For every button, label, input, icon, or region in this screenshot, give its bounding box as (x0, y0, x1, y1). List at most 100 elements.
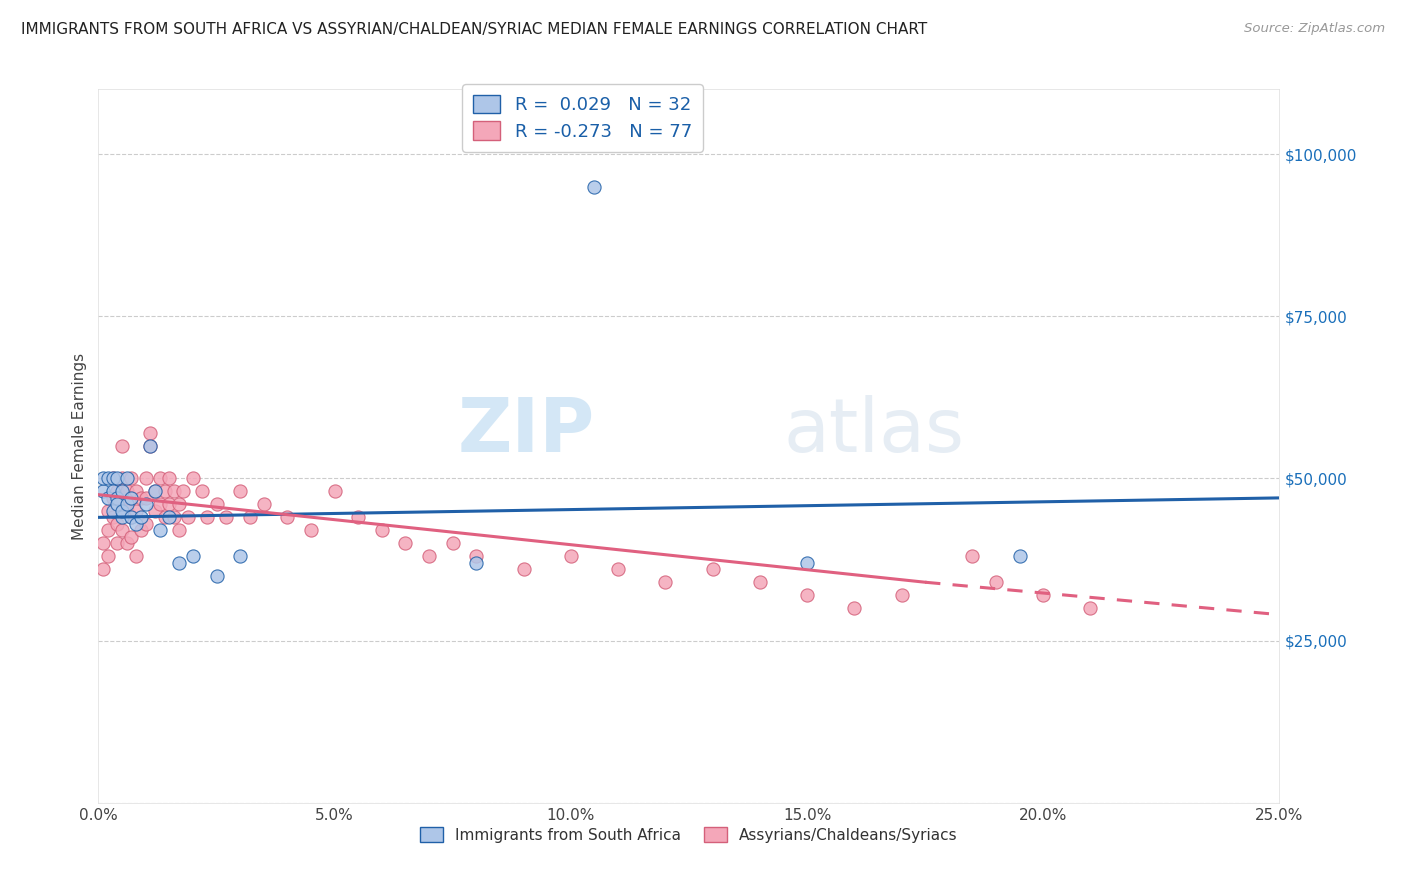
Point (111, 439, 134, 453)
Point (157, 497, 180, 511)
Point (129, 491, 152, 505)
Point (205, 497, 228, 511)
Point (371, 524, 394, 538)
Point (121, 471, 143, 485)
Point (153, 510, 176, 524)
Point (139, 439, 162, 453)
Point (143, 504, 166, 518)
Y-axis label: Median Female Earnings: Median Female Earnings (72, 352, 87, 540)
Point (1008, 549, 1031, 564)
Point (465, 549, 488, 564)
Point (962, 549, 984, 564)
Point (702, 562, 724, 576)
Point (97, 524, 120, 538)
Point (177, 510, 200, 524)
Point (195, 510, 218, 524)
Point (111, 510, 134, 524)
Point (105, 516, 128, 531)
Point (418, 549, 440, 564)
Point (101, 484, 124, 499)
Point (135, 491, 157, 505)
Point (347, 510, 370, 524)
Point (115, 536, 138, 550)
Point (121, 530, 143, 544)
Point (91, 471, 114, 485)
Point (101, 471, 124, 485)
Point (172, 484, 194, 499)
Point (139, 425, 162, 440)
Point (105, 536, 128, 550)
Point (205, 568, 228, 582)
Point (607, 562, 630, 576)
Point (157, 510, 180, 524)
Point (105, 497, 128, 511)
Point (323, 484, 346, 499)
Point (157, 471, 180, 485)
Point (125, 484, 148, 499)
Point (441, 536, 464, 550)
Point (167, 524, 190, 538)
Point (97, 491, 120, 505)
Point (105, 491, 128, 505)
Point (135, 497, 157, 511)
Point (135, 471, 157, 485)
Point (101, 491, 124, 505)
Point (91, 536, 114, 550)
Point (121, 510, 143, 524)
Point (181, 471, 204, 485)
Point (229, 484, 252, 499)
Point (101, 471, 124, 485)
Point (163, 510, 186, 524)
Point (465, 556, 488, 570)
Point (125, 516, 148, 531)
Point (97, 504, 120, 518)
Point (748, 575, 770, 590)
Point (105, 497, 128, 511)
Point (239, 510, 262, 524)
Point (394, 536, 416, 550)
Point (149, 497, 172, 511)
Point (121, 491, 143, 505)
Point (111, 484, 134, 499)
Point (91, 562, 114, 576)
Point (229, 549, 252, 564)
Point (984, 575, 1007, 590)
Point (143, 484, 166, 499)
Point (115, 497, 138, 511)
Point (111, 524, 134, 538)
Text: Source: ZipAtlas.com: Source: ZipAtlas.com (1244, 22, 1385, 36)
Point (111, 504, 134, 518)
Point (115, 471, 138, 485)
Point (276, 510, 298, 524)
Text: ZIP: ZIP (457, 395, 595, 468)
Point (111, 491, 134, 505)
Point (796, 588, 818, 602)
Point (111, 471, 134, 485)
Point (1080, 601, 1102, 615)
Point (121, 491, 143, 505)
Point (890, 588, 912, 602)
Point (153, 484, 176, 499)
Point (125, 549, 148, 564)
Point (844, 601, 866, 615)
Point (299, 524, 322, 538)
Point (149, 524, 172, 538)
Point (91, 484, 114, 499)
Point (181, 549, 204, 564)
Point (143, 484, 166, 499)
Text: atlas: atlas (783, 395, 965, 468)
Point (101, 504, 124, 518)
Point (167, 497, 190, 511)
Point (115, 504, 138, 518)
Point (163, 484, 186, 499)
Point (167, 556, 190, 570)
Point (101, 510, 124, 524)
Point (560, 549, 582, 564)
Point (97, 549, 120, 564)
Point (253, 497, 276, 511)
Point (135, 516, 157, 531)
Point (125, 504, 148, 518)
Point (105, 484, 128, 499)
Point (139, 439, 162, 453)
Point (1032, 588, 1054, 602)
